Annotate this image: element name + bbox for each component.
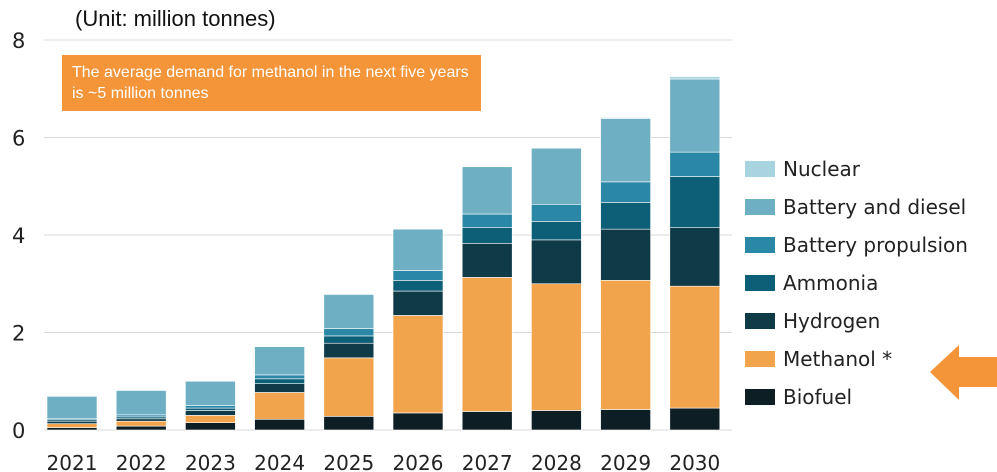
bar-segment — [600, 409, 651, 431]
bar-segment — [254, 392, 305, 420]
x-tick-label: 2021 — [47, 451, 98, 472]
bar-segment — [600, 118, 651, 183]
legend-swatch — [745, 161, 775, 177]
bar-segment — [669, 76, 721, 80]
bar-segment — [461, 166, 513, 215]
bar-segment — [669, 176, 721, 228]
x-tick-label: 2025 — [323, 451, 374, 472]
legend-item: Battery propulsion — [745, 226, 968, 264]
bar-segment — [600, 181, 651, 203]
unit-label: (Unit: million tonnes) — [75, 6, 276, 31]
x-tick-label: 2027 — [462, 451, 513, 472]
bar-segment — [531, 410, 582, 431]
bar-segment — [46, 423, 98, 428]
bar-segment — [531, 147, 582, 205]
legend-swatch — [745, 237, 775, 253]
legend-swatch — [745, 275, 775, 291]
legend-label: Methanol * — [783, 347, 893, 371]
bar-segment — [461, 213, 513, 228]
bar-segment — [254, 346, 305, 376]
bar-segment — [46, 420, 98, 424]
bar-segment — [600, 280, 651, 410]
bar-segment — [461, 277, 513, 412]
legend-item: Ammonia — [745, 264, 968, 302]
bar-segment — [46, 427, 98, 431]
bar-segment — [254, 378, 305, 384]
legend-item: Nuclear — [745, 150, 968, 188]
bar-segment — [254, 374, 305, 380]
x-tick-label: 2024 — [254, 451, 305, 472]
bar-segment — [115, 425, 167, 431]
bar-segment — [531, 203, 582, 222]
bar-segment — [600, 202, 651, 230]
y-tick-label: 2 — [12, 322, 25, 346]
bar-segment — [323, 328, 375, 337]
bar-segment — [323, 357, 375, 417]
bar-segment — [115, 418, 167, 422]
bar-segment — [185, 415, 236, 423]
bar-segment — [392, 412, 444, 431]
legend-label: Battery propulsion — [783, 233, 968, 257]
bar-segment — [600, 117, 651, 119]
bar-segment — [531, 221, 582, 241]
bar-segment — [185, 380, 236, 406]
bar-segment — [185, 410, 236, 416]
bar-segment — [185, 407, 236, 411]
bar-segment — [115, 390, 167, 416]
x-tick-label: 2030 — [669, 451, 720, 472]
bar-segment — [185, 422, 236, 431]
bar-segment — [323, 342, 375, 359]
bar-segment — [46, 396, 98, 419]
bar-segment — [669, 78, 721, 153]
x-tick-label: 2023 — [185, 451, 236, 472]
legend-label: Nuclear — [783, 157, 860, 181]
bar-segment — [600, 228, 651, 281]
bar-segment — [669, 151, 721, 177]
legend-swatch — [745, 351, 775, 367]
legend-label: Hydrogen — [783, 309, 881, 333]
legend-label: Biofuel — [783, 385, 853, 409]
y-tick-label: 4 — [12, 224, 25, 248]
legend-item: Methanol * — [745, 340, 968, 378]
legend-item: Biofuel — [745, 378, 968, 416]
legend-swatch — [745, 389, 775, 405]
legend-label: Battery and diesel — [783, 195, 967, 219]
bar-segment — [669, 285, 721, 409]
bar-segment — [185, 405, 236, 409]
bar-segment — [392, 315, 444, 414]
bar-segment — [531, 283, 582, 411]
y-tick-label: 8 — [12, 29, 25, 53]
bar-segment — [392, 270, 444, 281]
legend-item: Hydrogen — [745, 302, 968, 340]
bar-segment — [323, 294, 375, 329]
x-tick-label: 2029 — [600, 451, 651, 472]
y-tick-label: 0 — [12, 419, 25, 443]
y-tick-label: 6 — [12, 127, 25, 151]
bar-segment — [392, 228, 444, 271]
bar-segment — [254, 383, 305, 393]
bar-segment — [669, 227, 721, 287]
bar-segment — [461, 242, 513, 278]
bar-segment — [392, 280, 444, 292]
legend-swatch — [745, 313, 775, 329]
chart-legend: Nuclear Battery and diesel Battery propuls… — [745, 150, 968, 416]
methanol-callout: The average demand for methanol in the n… — [62, 55, 481, 111]
legend-swatch — [745, 199, 775, 215]
x-tick-label: 2022 — [116, 451, 167, 472]
legend-label: Ammonia — [783, 271, 879, 295]
bar-segment — [392, 290, 444, 316]
x-tick-label: 2028 — [531, 451, 582, 472]
bar-segment — [323, 416, 375, 431]
bar-segment — [115, 420, 167, 427]
x-tick-label: 2026 — [393, 451, 444, 472]
highlight-arrow-icon — [930, 345, 997, 400]
bar-segment — [323, 335, 375, 344]
legend-item: Battery and diesel — [745, 188, 968, 226]
bar-segment — [254, 418, 305, 431]
bar-segment — [461, 411, 513, 431]
bar-segment — [669, 407, 721, 431]
bar-segment — [461, 227, 513, 244]
bar-segment — [531, 239, 582, 285]
